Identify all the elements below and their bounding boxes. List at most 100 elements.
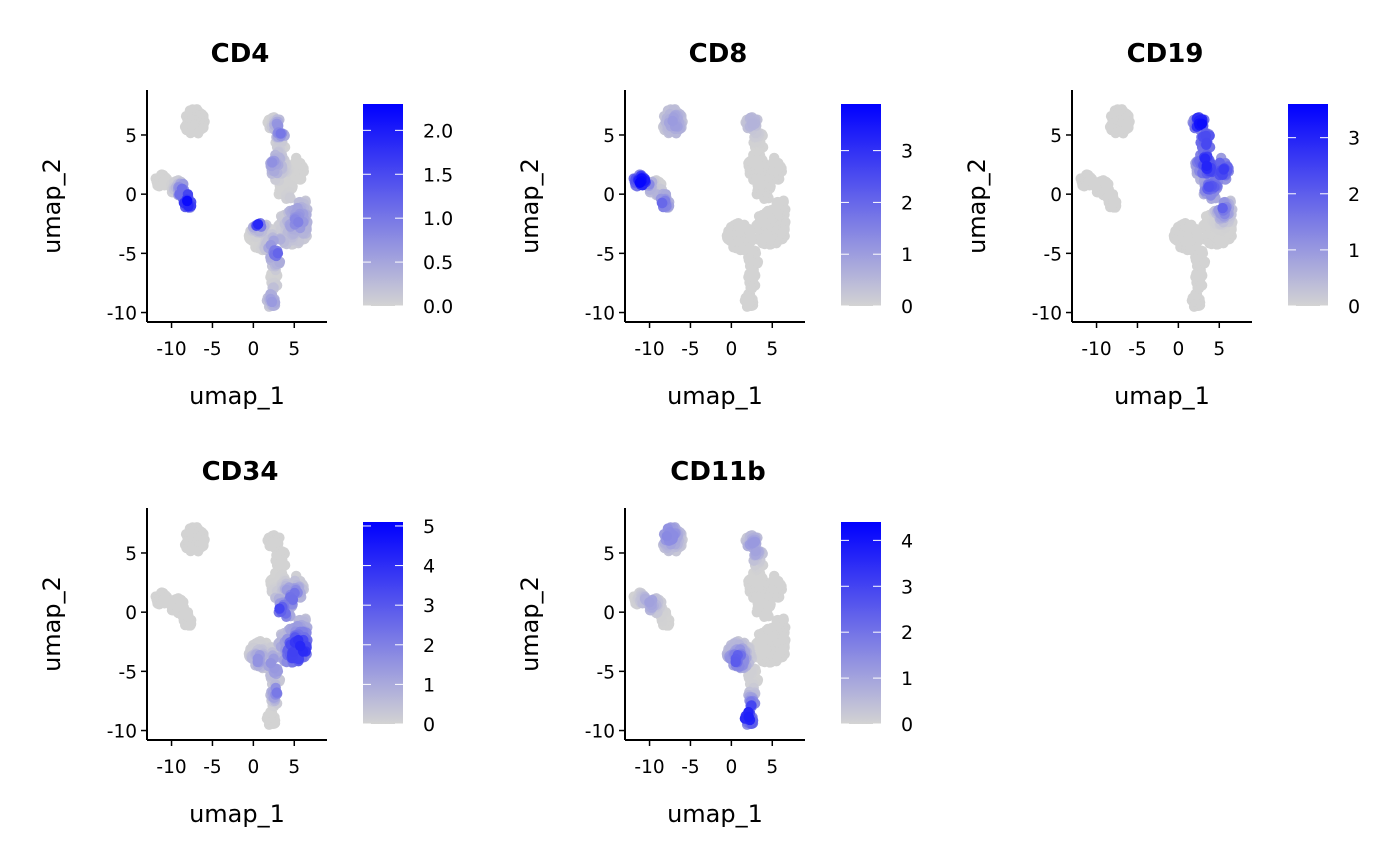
y-tick-label: -10: [585, 304, 615, 325]
x-axis-label: umap_1: [189, 382, 285, 410]
x-tick-label: -10: [156, 757, 186, 778]
y-tick-label: 0: [125, 603, 137, 624]
cell-point: [644, 597, 655, 608]
x-axis-label: umap_1: [667, 800, 763, 828]
cell-point: [1103, 178, 1114, 190]
cell-point: [174, 189, 185, 200]
cell-point: [272, 248, 284, 259]
feature-plot-cd19: CD19 -10 -5 0 5 5 0 -5 -10 umap_1 umap_2 0 1 2 3: [963, 39, 1360, 410]
cell-point: [721, 230, 733, 242]
x-tick-label: 0: [725, 339, 737, 360]
cell-point: [266, 296, 278, 308]
cell-point: [185, 127, 196, 139]
x-tick-label: 0: [247, 757, 259, 778]
cell-points: [150, 522, 313, 730]
cell-point: [1196, 118, 1208, 129]
feature-plot-cd11b: CD11b -10 -5 0 5 5 0 -5 -10 umap_1 umap_2 0 1 2 3 4: [516, 457, 913, 828]
color-scale-label: 4: [423, 556, 435, 578]
x-tick-label: -10: [634, 339, 664, 360]
feature-plot-cd34: CD34 -10 -5 0 5 5 0 -5 -10 umap_1 umap_2 0 1 2 3 4 5: [38, 457, 435, 828]
y-tick-label: -10: [585, 722, 615, 743]
color-scale-label: 2: [901, 622, 913, 644]
color-scale-label: 3: [423, 595, 435, 617]
cell-point: [634, 177, 646, 188]
y-tick-label: -10: [107, 722, 137, 743]
cell-point: [271, 687, 282, 698]
color-scale-label: 2.0: [423, 120, 453, 142]
x-tick-label: 5: [288, 757, 300, 778]
cell-point: [274, 603, 285, 614]
color-scale-label: 0: [423, 714, 435, 736]
y-tick-label: 5: [125, 126, 137, 147]
cell-point: [1201, 137, 1212, 149]
y-axis-label: umap_2: [516, 158, 544, 254]
cell-point: [667, 115, 678, 127]
x-tick-label: -5: [681, 339, 699, 360]
cell-point: [1217, 202, 1228, 214]
x-tick-label: -10: [156, 339, 186, 360]
color-scale-bar: [841, 104, 881, 306]
y-axis-label: umap_2: [963, 158, 991, 254]
color-scale-label: 0: [901, 714, 913, 736]
x-tick-label: -5: [203, 757, 221, 778]
cell-point: [739, 219, 750, 230]
y-tick-label: 0: [603, 185, 615, 206]
y-tick-label: -5: [119, 244, 137, 265]
y-tick-label: 5: [125, 544, 137, 565]
cell-points: [150, 104, 313, 312]
y-tick-label: 0: [1050, 185, 1062, 206]
y-axis-label: umap_2: [38, 576, 66, 672]
cell-point: [747, 538, 758, 549]
color-scale-label: 5: [423, 516, 435, 538]
plot-title: CD11b: [670, 457, 765, 487]
cell-point: [252, 653, 263, 664]
cell-points: [628, 104, 791, 312]
cell-point: [182, 195, 193, 207]
color-scale-label: 1: [423, 674, 435, 696]
x-tick-label: 0: [1172, 339, 1184, 360]
color-scale-label: 0: [1348, 296, 1360, 318]
x-tick-label: -10: [634, 757, 664, 778]
y-tick-label: 0: [603, 603, 615, 624]
x-tick-label: 5: [766, 757, 778, 778]
color-scale-label: 2: [901, 192, 913, 214]
cell-points: [1075, 104, 1238, 312]
color-scale-label: 2: [1348, 184, 1360, 206]
x-tick-label: -5: [1128, 339, 1146, 360]
color-scale-label: 2: [423, 635, 435, 657]
x-axis-label: umap_1: [189, 800, 285, 828]
color-scale-label: 1: [901, 244, 913, 266]
x-tick-label: -10: [1081, 339, 1111, 360]
y-tick-label: 5: [603, 544, 615, 565]
cell-point: [751, 607, 762, 618]
plot-title: CD4: [211, 39, 270, 69]
x-tick-label: 0: [725, 757, 737, 778]
y-tick-label: 0: [125, 185, 137, 206]
color-scale-label: 1: [901, 668, 913, 690]
plot-title: CD19: [1127, 39, 1204, 69]
y-tick-label: -5: [597, 244, 615, 265]
cell-point: [287, 594, 299, 605]
y-tick-label: -10: [1032, 304, 1062, 325]
x-tick-label: 5: [766, 339, 778, 360]
cell-point: [743, 711, 754, 723]
cell-point: [1111, 196, 1122, 208]
color-scale-bar: [363, 104, 403, 306]
x-tick-label: 5: [1213, 339, 1225, 360]
plot-title: CD34: [202, 457, 279, 487]
cell-point: [656, 197, 668, 209]
color-scale-label: 1.5: [423, 164, 453, 186]
cell-point: [771, 197, 782, 208]
x-tick-label: -5: [203, 339, 221, 360]
feature-plot-cd4: CD4 -10 -5 0 5 5 0 -5 -10 umap_1 umap_2 0.0 0.5 1.0 1.…: [38, 39, 453, 410]
y-tick-label: -5: [1044, 244, 1062, 265]
cell-point: [293, 217, 304, 228]
cell-point: [762, 205, 773, 217]
color-scale-label: 1: [1348, 240, 1360, 262]
cell-point: [769, 152, 780, 164]
y-tick-label: 5: [603, 126, 615, 147]
y-tick-label: -5: [597, 662, 615, 683]
x-axis-label: umap_1: [667, 382, 763, 410]
y-axis-label: umap_2: [516, 576, 544, 672]
